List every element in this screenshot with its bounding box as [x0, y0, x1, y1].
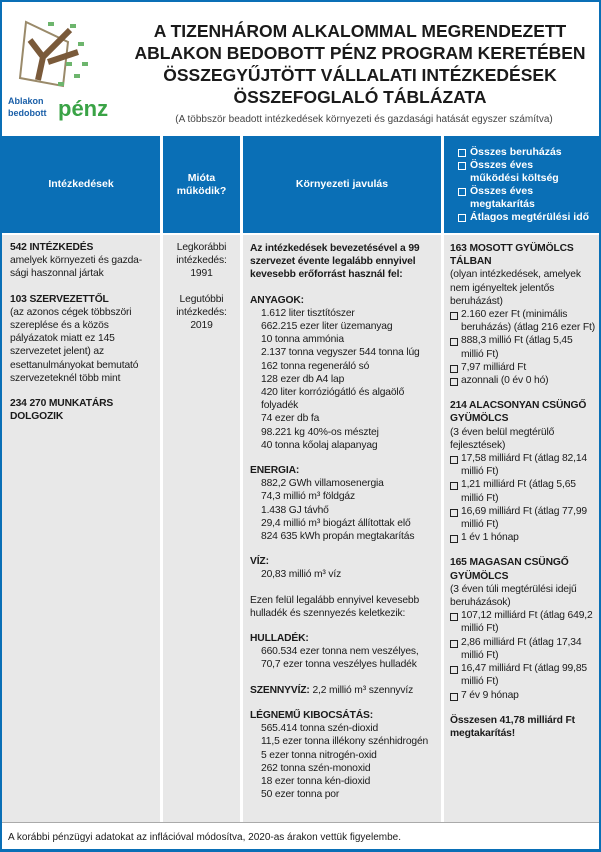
section-heading: LÉGNEMŰ KIBOCSÁTÁS:	[250, 709, 374, 721]
spacer	[450, 544, 596, 556]
spacer	[250, 452, 439, 464]
divider	[240, 235, 243, 822]
stat-heading: 234 270 MUNKATÁRS DOLGOZIK	[10, 398, 114, 423]
stat-heading: 103 SZERVEZETTŐL	[10, 293, 109, 305]
cell-kornyezeti: Az intézkedések bevezetésével a 99 szerv…	[243, 235, 441, 822]
spacer	[250, 582, 439, 594]
subtitle: (A többször beadott intézkedések környez…	[175, 114, 553, 125]
stat-text: (az azonos cégek többszöri szereplése és…	[10, 306, 139, 384]
header-item: Összes éves működési költség	[458, 159, 583, 185]
cell-penzugy: 163 MOSOTT GYÜMÖLCS TÁLBAN (olyan intézke…	[444, 235, 599, 822]
list-item: 20,83 millió m³ víz	[261, 569, 342, 581]
header-penzugy: Összes beruházás Összes éves működési kö…	[444, 136, 599, 233]
group-desc: (3 éven belül megtérülő fejlesztések)	[450, 426, 555, 451]
header-kornyezeti: Környezeti javulás	[243, 136, 441, 233]
header-miota: Mióta működik?	[163, 136, 240, 233]
list-item: 16,47 milliárd Ft (átlag 99,85 millió Ft…	[450, 662, 596, 688]
stat-text: amelyek környezeti és gazda-sági haszonn…	[10, 255, 143, 280]
list-item: 162 tonna regeneráló só	[261, 360, 370, 372]
list-item: 420 liter korróziógátló és algaölő folya…	[261, 387, 405, 412]
list-item: 565.414 tonna szén-dioxid	[261, 723, 379, 735]
footer-note: A korábbi pénzügyi adatokat az inflációv…	[2, 822, 599, 849]
earliest: Legkorábbi intézkedés: 1991	[176, 242, 227, 280]
divider	[160, 235, 163, 822]
intro-text: Ezen felül legalább ennyivel kevesebb hu…	[250, 594, 420, 619]
list-item: 10 tonna ammónia	[261, 334, 344, 346]
list-item: 17,58 milliárd Ft (átlag 82,14 millió Ft…	[450, 452, 596, 478]
list-item: 98.221 kg 40%-os mésztej	[261, 426, 379, 438]
list-item: 2,86 milliárd Ft (átlag 17,34 millió Ft)	[450, 636, 596, 662]
list-item: 29,4 millió m³ biogázt állítottak elő	[261, 517, 411, 529]
logo-text: Ablakon	[8, 96, 44, 106]
section-heading: VÍZ:	[250, 556, 269, 568]
list-item: 1.438 GJ távhő	[261, 504, 329, 516]
group-desc: (olyan intézkedések, amelyek nem igényel…	[450, 269, 581, 307]
list-item: 50 ezer tonna por	[261, 789, 340, 801]
title-line: ÖSSZEFOGLALÓ TÁBLÁZATA	[233, 87, 487, 107]
spacer	[250, 620, 439, 632]
spacer	[450, 387, 596, 399]
list-item: 1.612 liter tisztítószer	[261, 307, 355, 319]
szennyviz-row: SZENNYVÍZ: 2,2 millió m³ szennyvíz	[250, 684, 439, 697]
latest: Legutóbbi intézkedés: 2019	[176, 293, 227, 332]
list-item: 11,5 ezer tonna illékony szénhidrogén	[261, 736, 429, 748]
list-item: 824 635 kWh propán megtakarítás	[261, 531, 415, 543]
list-item: 107,12 milliárd Ft (átlag 649,2 millió F…	[450, 609, 596, 635]
group-heading: 163 MOSOTT GYÜMÖLCS TÁLBAN	[450, 243, 574, 268]
section-heading: HULLADÉK:	[250, 633, 309, 645]
spacer	[450, 702, 596, 714]
total-savings: Összesen 41,78 milliárd Ft megtakarítás!	[450, 714, 575, 739]
list-item: 74,3 millió m³ földgáz	[261, 491, 355, 503]
page-title: A TIZENHÁROM ALKALOMMAL MEGRENDEZETT ABL…	[122, 20, 598, 108]
list-item: 5 ezer tonna nitrogén-oxid	[261, 749, 377, 761]
group-heading: 165 MAGASAN CSÜNGŐ GYÜMÖLCS	[450, 557, 569, 582]
list-item: 40 tonna kőolaj alapanyag	[261, 439, 378, 451]
list-item: 16,69 milliárd Ft (átlag 77,99 millió Ft…	[450, 505, 596, 531]
list-item: 128 ezer db A4 lap	[261, 373, 345, 385]
title-line: ÖSSZEGYŰJTÖTT VÁLLALATI INTÉZKEDÉSEK	[163, 65, 557, 85]
intro-text: Az intézkedések bevezetésével a 99 szerv…	[250, 243, 420, 281]
header-miota-label: Mióta működik?	[176, 171, 227, 197]
spacer	[250, 672, 439, 684]
list-item: azonnali (0 év 0 hó)	[450, 374, 596, 387]
list-item: 262 tonna szén-monoxid	[261, 762, 371, 774]
logo-text: pénz	[58, 96, 108, 121]
group-heading: 214 ALACSONYAN CSÜNGŐ GYÜMÖLCS	[450, 400, 587, 425]
header-item: Átlagos megtérülési idő	[458, 211, 589, 224]
header-item: Összes éves megtakarítás	[458, 185, 548, 211]
stat-heading: 542 INTÉZKEDÉS	[10, 242, 94, 253]
spacer	[250, 697, 439, 709]
header-intezkedesek: Intézkedések	[2, 136, 160, 233]
list-item: 7 év 9 hónap	[450, 689, 596, 702]
spacer	[250, 543, 439, 555]
section-heading: ENERGIA:	[250, 465, 300, 477]
list-item: 18 ezer tonna kén-dioxid	[261, 775, 371, 787]
title-line: ABLAKON BEDOBOTT PÉNZ PROGRAM KERETÉBEN	[134, 43, 586, 63]
list-item: 74 ezer db fa	[261, 413, 320, 425]
list-item: 70,7 ezer tonna veszélyes hulladék	[261, 659, 417, 671]
list-item: 2.160 ezer Ft (minimális beruházás) (átl…	[450, 308, 596, 334]
cell-intezkedesek: 542 INTÉZKEDÉS amelyek környezeti és gaz…	[2, 235, 160, 822]
list-item: 2,2 millió m³ szennyvíz	[312, 684, 414, 696]
bottom-line	[0, 849, 601, 852]
section-heading: SZENNYVÍZ:	[250, 684, 310, 696]
list-item: 662.215 ezer liter üzemanyag	[261, 321, 393, 333]
list-item: 882,2 GWh villamosenergia	[261, 478, 384, 490]
group-desc: (3 éven túli megtérülési idejű beruházás…	[450, 583, 577, 609]
list-item: 660.534 ezer tonna nem veszélyes,	[261, 646, 419, 658]
cell-miota: Legkorábbi intézkedés: 1991 Legutóbbi in…	[163, 235, 240, 822]
list-item: 888,3 millió Ft (átlag 5,45 millió Ft)	[450, 334, 596, 360]
logo-text: bedobott	[8, 108, 47, 118]
list-item: 7,97 milliárd Ft	[450, 361, 596, 374]
list-item: 1,21 milliárd Ft (átlag 5,65 millió Ft)	[450, 478, 596, 504]
divider	[441, 235, 444, 822]
logo: Ablakon bedobott pénz	[8, 12, 120, 127]
header-item: Összes beruházás	[458, 146, 589, 159]
section-heading: ANYAGOK:	[250, 294, 304, 306]
spacer	[250, 282, 439, 294]
list-item: 1 év 1 hónap	[450, 531, 596, 544]
list-item: 2.137 tonna vegyszer 544 tonna lúg	[261, 347, 420, 359]
title-line: A TIZENHÁROM ALKALOMMAL MEGRENDEZETT	[153, 21, 567, 41]
